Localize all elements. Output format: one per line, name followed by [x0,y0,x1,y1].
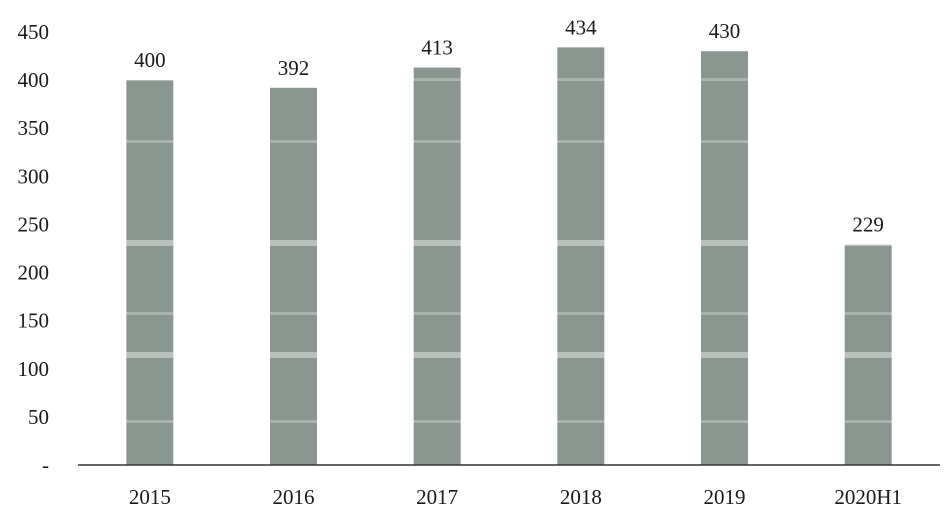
y-tick-label: 350 [18,116,50,140]
bar [126,80,174,465]
y-tick-label: 300 [18,164,50,188]
bar [701,51,748,465]
y-tick-label: - [42,453,49,477]
data-label: 229 [852,213,884,237]
data-label: 430 [709,19,741,43]
y-tick-label: 450 [18,20,50,44]
y-tick-label: 250 [18,212,50,236]
x-tick-label: 2019 [704,485,746,508]
data-label: 400 [134,48,166,72]
x-tick-label: 2018 [560,485,602,508]
data-labels: 400 392 413 434 430 229 [134,15,884,236]
bar [270,87,317,465]
x-tick-label: 2017 [416,485,458,508]
x-tick-label: 2020H1 [834,485,902,508]
y-tick-label: 200 [18,261,50,285]
y-axis-ticks: - 50 100 150 200 250 300 350 400 450 [18,20,50,477]
y-tick-label: 400 [18,68,50,92]
y-tick-label: 100 [18,357,50,381]
y-tick-label: 150 [18,309,50,333]
y-tick-label: 50 [28,405,49,429]
x-tick-label: 2015 [129,485,171,508]
x-axis-ticks: 2015 2016 2017 2018 2019 2020H1 [129,485,902,509]
bar [557,47,605,465]
bar [413,67,461,465]
data-label: 434 [565,15,597,39]
x-tick-label: 2016 [273,485,315,508]
bars [126,47,892,465]
bar [844,244,892,465]
data-label: 392 [278,56,310,80]
data-label: 413 [421,36,453,60]
